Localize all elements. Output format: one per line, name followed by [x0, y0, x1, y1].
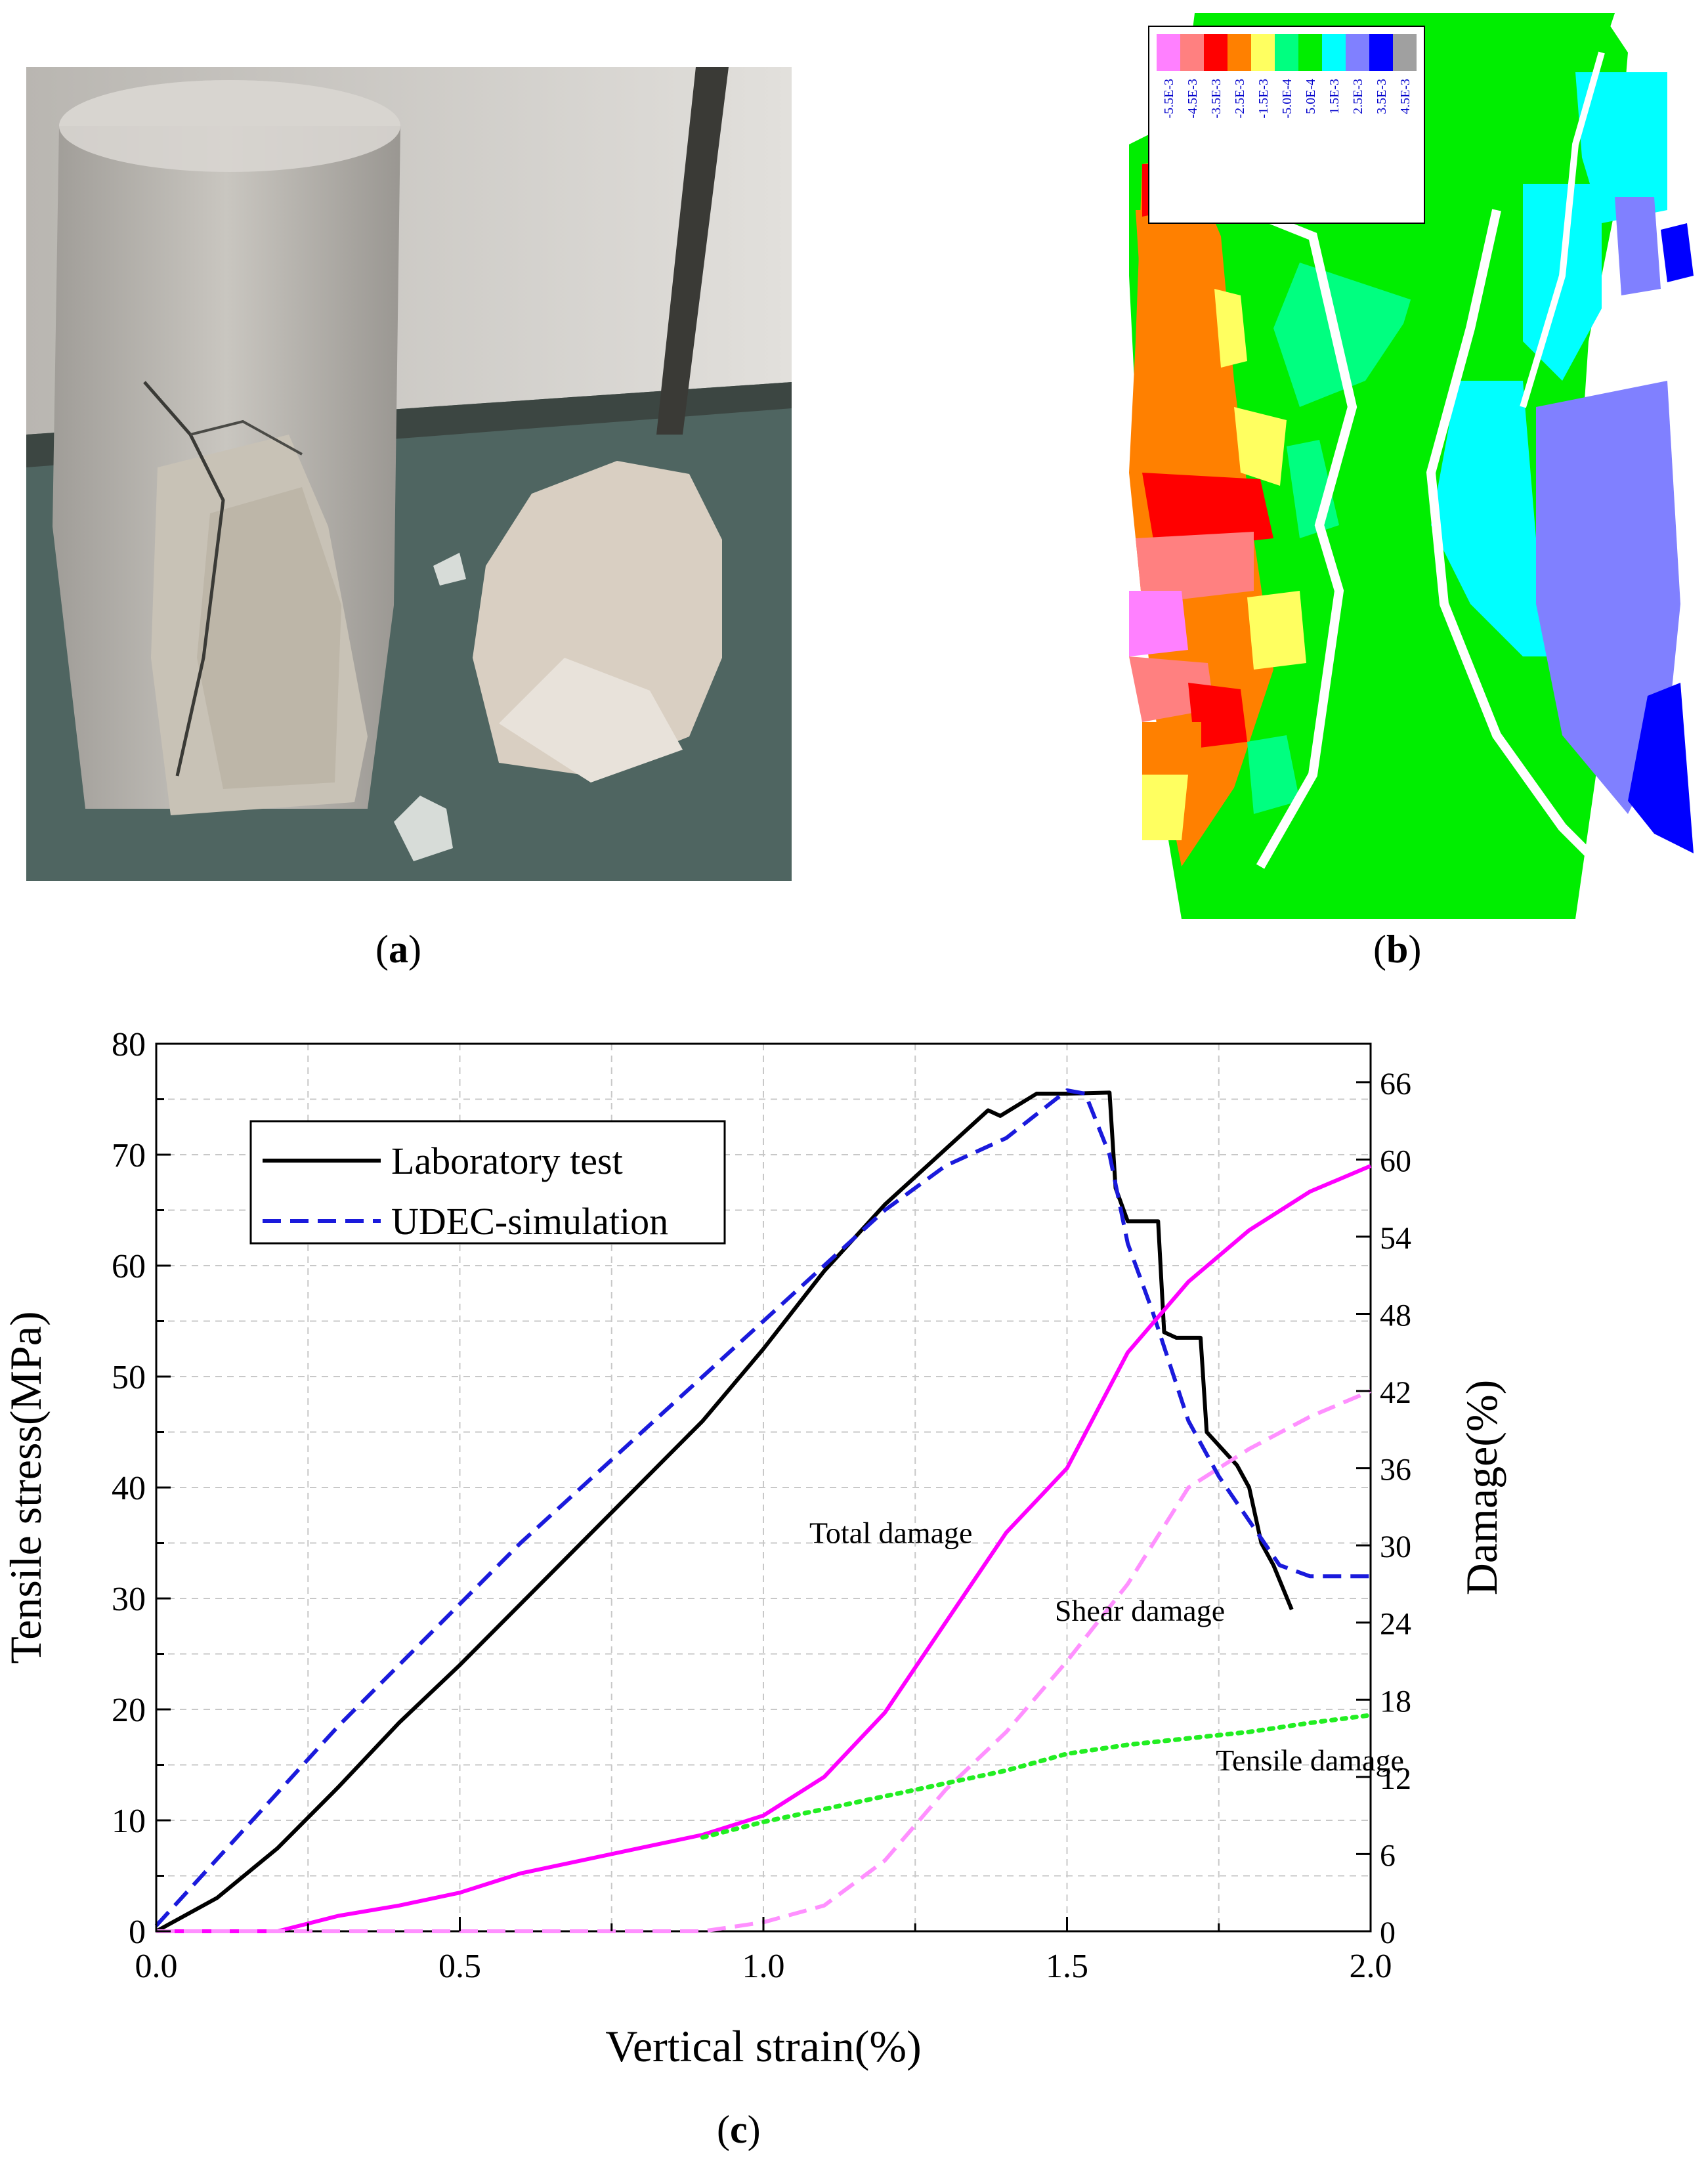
contour-swatch — [1393, 34, 1417, 71]
y2-tick-label: 30 — [1380, 1530, 1411, 1564]
contour-label: -5.5E-3 — [1162, 79, 1176, 119]
specimen-photo — [26, 67, 792, 881]
y-tick-label: 60 — [112, 1248, 146, 1285]
y-tick-label: 0 — [129, 1914, 146, 1951]
contour-legend: -5.5E-3 -4.5E-3 -3.5E-3 -2.5E-3 -1.5E-3 -5.0E… — [1157, 34, 1417, 119]
stress-damage-chart: 0.0 0.5 1.0 1.5 2.0 0 10 20 30 40 50 60 70 80 0 6 12 18 24… — [0, 1011, 1708, 2163]
tick-layer: 0.0 0.5 1.0 1.5 2.00102030405060708006121824… — [112, 1026, 1411, 1985]
contour-label: 4.5E-3 — [1398, 79, 1413, 114]
contour-swatch — [1346, 34, 1369, 71]
series-udec-simulation — [154, 1088, 1371, 1927]
annotation-label: Shear damage — [1055, 1594, 1225, 1627]
y-tick-label: 70 — [112, 1137, 146, 1174]
contour-label: 5.0E-4 — [1304, 79, 1318, 114]
y2-axis-label: Damage(%) — [1457, 1380, 1506, 1595]
contour-swatch — [1180, 34, 1204, 71]
chart-legend: Laboratory test UDEC-simulation — [249, 1120, 726, 1245]
contour-label: -3.5E-3 — [1209, 79, 1224, 119]
y2-tick-label: 42 — [1380, 1375, 1411, 1410]
series-laboratory-test — [155, 1090, 1294, 1933]
y-tick-label: 20 — [112, 1692, 146, 1729]
caption-b: (b) — [1373, 928, 1422, 971]
contour-swatch — [1251, 34, 1275, 71]
series-layer — [154, 1088, 1373, 1933]
contour-label: 2.5E-3 — [1351, 79, 1365, 114]
caption-a: (a) — [375, 928, 421, 971]
udec-contour-plot: -5.5E-3 -4.5E-3 -3.5E-3 -2.5E-3 -1.5E-3 -5.0E… — [1103, 13, 1707, 932]
contour-label: 3.5E-3 — [1375, 79, 1389, 114]
y-tick-label: 80 — [112, 1026, 146, 1063]
grid — [156, 1044, 1371, 1931]
contour-label: -5.0E-4 — [1280, 79, 1294, 119]
y-tick-label: 10 — [112, 1803, 146, 1840]
caption-c: (c) — [717, 2108, 761, 2151]
y2-tick-label: 60 — [1380, 1144, 1411, 1178]
annotations: Total damage Shear damage Tensile damage — [809, 1516, 1404, 1777]
y2-tick-label: 24 — [1380, 1607, 1411, 1642]
contour-swatch — [1298, 34, 1322, 71]
contour-swatch — [1369, 34, 1393, 71]
x-axis-label: Vertical strain(%) — [605, 2021, 921, 2071]
y-axis-label: Tensile stress(MPa) — [1, 1311, 51, 1663]
y2-tick-label: 54 — [1380, 1221, 1411, 1256]
y-tick-label: 30 — [112, 1581, 146, 1618]
y2-tick-label: 6 — [1380, 1838, 1396, 1873]
series-total-damage — [156, 1164, 1372, 1933]
annotation-label: Tensile damage — [1216, 1744, 1404, 1777]
contour-label: -1.5E-3 — [1256, 79, 1271, 119]
contour-label: 1.5E-3 — [1327, 79, 1342, 114]
contour-swatch — [1322, 34, 1346, 71]
contour-label: -4.5E-3 — [1185, 79, 1200, 119]
series-tensile-damage — [700, 1713, 1373, 1840]
y-tick-label: 40 — [112, 1470, 146, 1507]
contour-label: -2.5E-3 — [1233, 79, 1247, 119]
y2-tick-label: 0 — [1380, 1916, 1396, 1950]
x-tick-label: 0.0 — [135, 1948, 178, 1985]
y2-tick-label: 66 — [1380, 1067, 1411, 1102]
x-tick-label: 2.0 — [1350, 1948, 1392, 1985]
y-tick-label: 50 — [112, 1359, 146, 1396]
y2-tick-label: 48 — [1380, 1298, 1411, 1333]
y2-tick-label: 36 — [1380, 1453, 1411, 1488]
contour-swatch — [1275, 34, 1298, 71]
y2-tick-label: 18 — [1380, 1684, 1411, 1719]
x-tick-label: 0.5 — [438, 1948, 481, 1985]
legend-label: UDEC-simulation — [391, 1200, 668, 1243]
contour-swatch — [1228, 34, 1251, 71]
annotation-label: Total damage — [809, 1516, 972, 1550]
contour-swatch — [1204, 34, 1228, 71]
legend-label: Laboratory test — [391, 1140, 623, 1182]
x-tick-label: 1.0 — [742, 1948, 785, 1985]
y2-tick-label: 12 — [1380, 1761, 1411, 1796]
contour-swatch — [1157, 34, 1180, 71]
x-tick-label: 1.5 — [1046, 1948, 1088, 1985]
